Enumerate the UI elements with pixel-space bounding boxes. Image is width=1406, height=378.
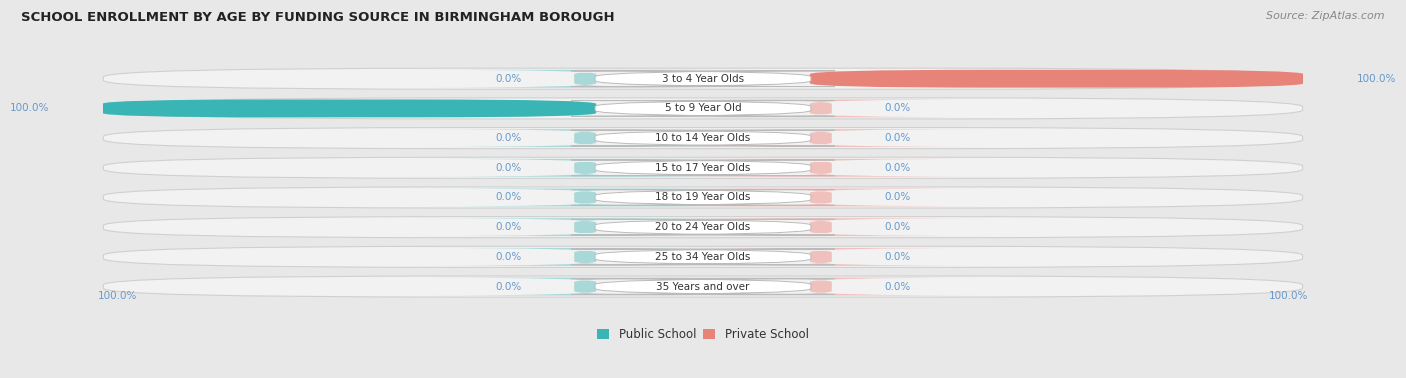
Text: 15 to 17 Year Olds: 15 to 17 Year Olds <box>655 163 751 173</box>
FancyBboxPatch shape <box>652 159 990 177</box>
FancyBboxPatch shape <box>104 187 1302 208</box>
FancyBboxPatch shape <box>571 71 835 87</box>
Text: 0.0%: 0.0% <box>495 133 522 143</box>
FancyBboxPatch shape <box>416 277 754 296</box>
Text: 0.0%: 0.0% <box>495 252 522 262</box>
FancyBboxPatch shape <box>416 218 754 236</box>
Text: 10 to 14 Year Olds: 10 to 14 Year Olds <box>655 133 751 143</box>
FancyBboxPatch shape <box>104 157 1302 178</box>
Text: 5 to 9 Year Old: 5 to 9 Year Old <box>665 104 741 113</box>
Text: SCHOOL ENROLLMENT BY AGE BY FUNDING SOURCE IN BIRMINGHAM BOROUGH: SCHOOL ENROLLMENT BY AGE BY FUNDING SOUR… <box>21 11 614 24</box>
FancyBboxPatch shape <box>571 279 835 294</box>
Text: 0.0%: 0.0% <box>884 104 911 113</box>
FancyBboxPatch shape <box>416 189 754 206</box>
Text: 18 to 19 Year Olds: 18 to 19 Year Olds <box>655 192 751 203</box>
FancyBboxPatch shape <box>571 190 835 205</box>
Text: Source: ZipAtlas.com: Source: ZipAtlas.com <box>1267 11 1385 21</box>
FancyBboxPatch shape <box>571 130 835 146</box>
Text: 0.0%: 0.0% <box>884 163 911 173</box>
FancyBboxPatch shape <box>652 189 990 206</box>
Text: 100.0%: 100.0% <box>10 104 49 113</box>
FancyBboxPatch shape <box>416 70 754 88</box>
Text: 35 Years and over: 35 Years and over <box>657 282 749 291</box>
Text: 0.0%: 0.0% <box>884 222 911 232</box>
Text: 0.0%: 0.0% <box>884 282 911 291</box>
Text: 3 to 4 Year Olds: 3 to 4 Year Olds <box>662 74 744 84</box>
FancyBboxPatch shape <box>652 248 990 266</box>
Text: 0.0%: 0.0% <box>884 133 911 143</box>
FancyBboxPatch shape <box>652 277 990 296</box>
FancyBboxPatch shape <box>571 219 835 235</box>
FancyBboxPatch shape <box>104 217 1302 238</box>
FancyBboxPatch shape <box>104 276 1302 297</box>
Text: 0.0%: 0.0% <box>495 222 522 232</box>
Text: 0.0%: 0.0% <box>495 163 522 173</box>
FancyBboxPatch shape <box>104 127 1302 149</box>
FancyBboxPatch shape <box>652 218 990 236</box>
Text: 0.0%: 0.0% <box>495 282 522 291</box>
FancyBboxPatch shape <box>652 99 990 117</box>
Text: 100.0%: 100.0% <box>1357 74 1396 84</box>
FancyBboxPatch shape <box>103 99 596 117</box>
Text: 20 to 24 Year Olds: 20 to 24 Year Olds <box>655 222 751 232</box>
FancyBboxPatch shape <box>571 249 835 265</box>
Text: 100.0%: 100.0% <box>97 291 136 301</box>
FancyBboxPatch shape <box>652 129 990 147</box>
FancyBboxPatch shape <box>104 98 1302 119</box>
Text: 0.0%: 0.0% <box>495 192 522 203</box>
FancyBboxPatch shape <box>416 248 754 266</box>
Text: 100.0%: 100.0% <box>1270 291 1309 301</box>
Text: 25 to 34 Year Olds: 25 to 34 Year Olds <box>655 252 751 262</box>
Legend: Public School, Private School: Public School, Private School <box>598 328 808 341</box>
Text: 0.0%: 0.0% <box>495 74 522 84</box>
FancyBboxPatch shape <box>104 68 1302 89</box>
FancyBboxPatch shape <box>104 246 1302 267</box>
FancyBboxPatch shape <box>571 160 835 176</box>
FancyBboxPatch shape <box>571 101 835 116</box>
Text: 0.0%: 0.0% <box>884 252 911 262</box>
Text: 0.0%: 0.0% <box>884 192 911 203</box>
FancyBboxPatch shape <box>810 70 1303 88</box>
FancyBboxPatch shape <box>416 159 754 177</box>
FancyBboxPatch shape <box>416 129 754 147</box>
